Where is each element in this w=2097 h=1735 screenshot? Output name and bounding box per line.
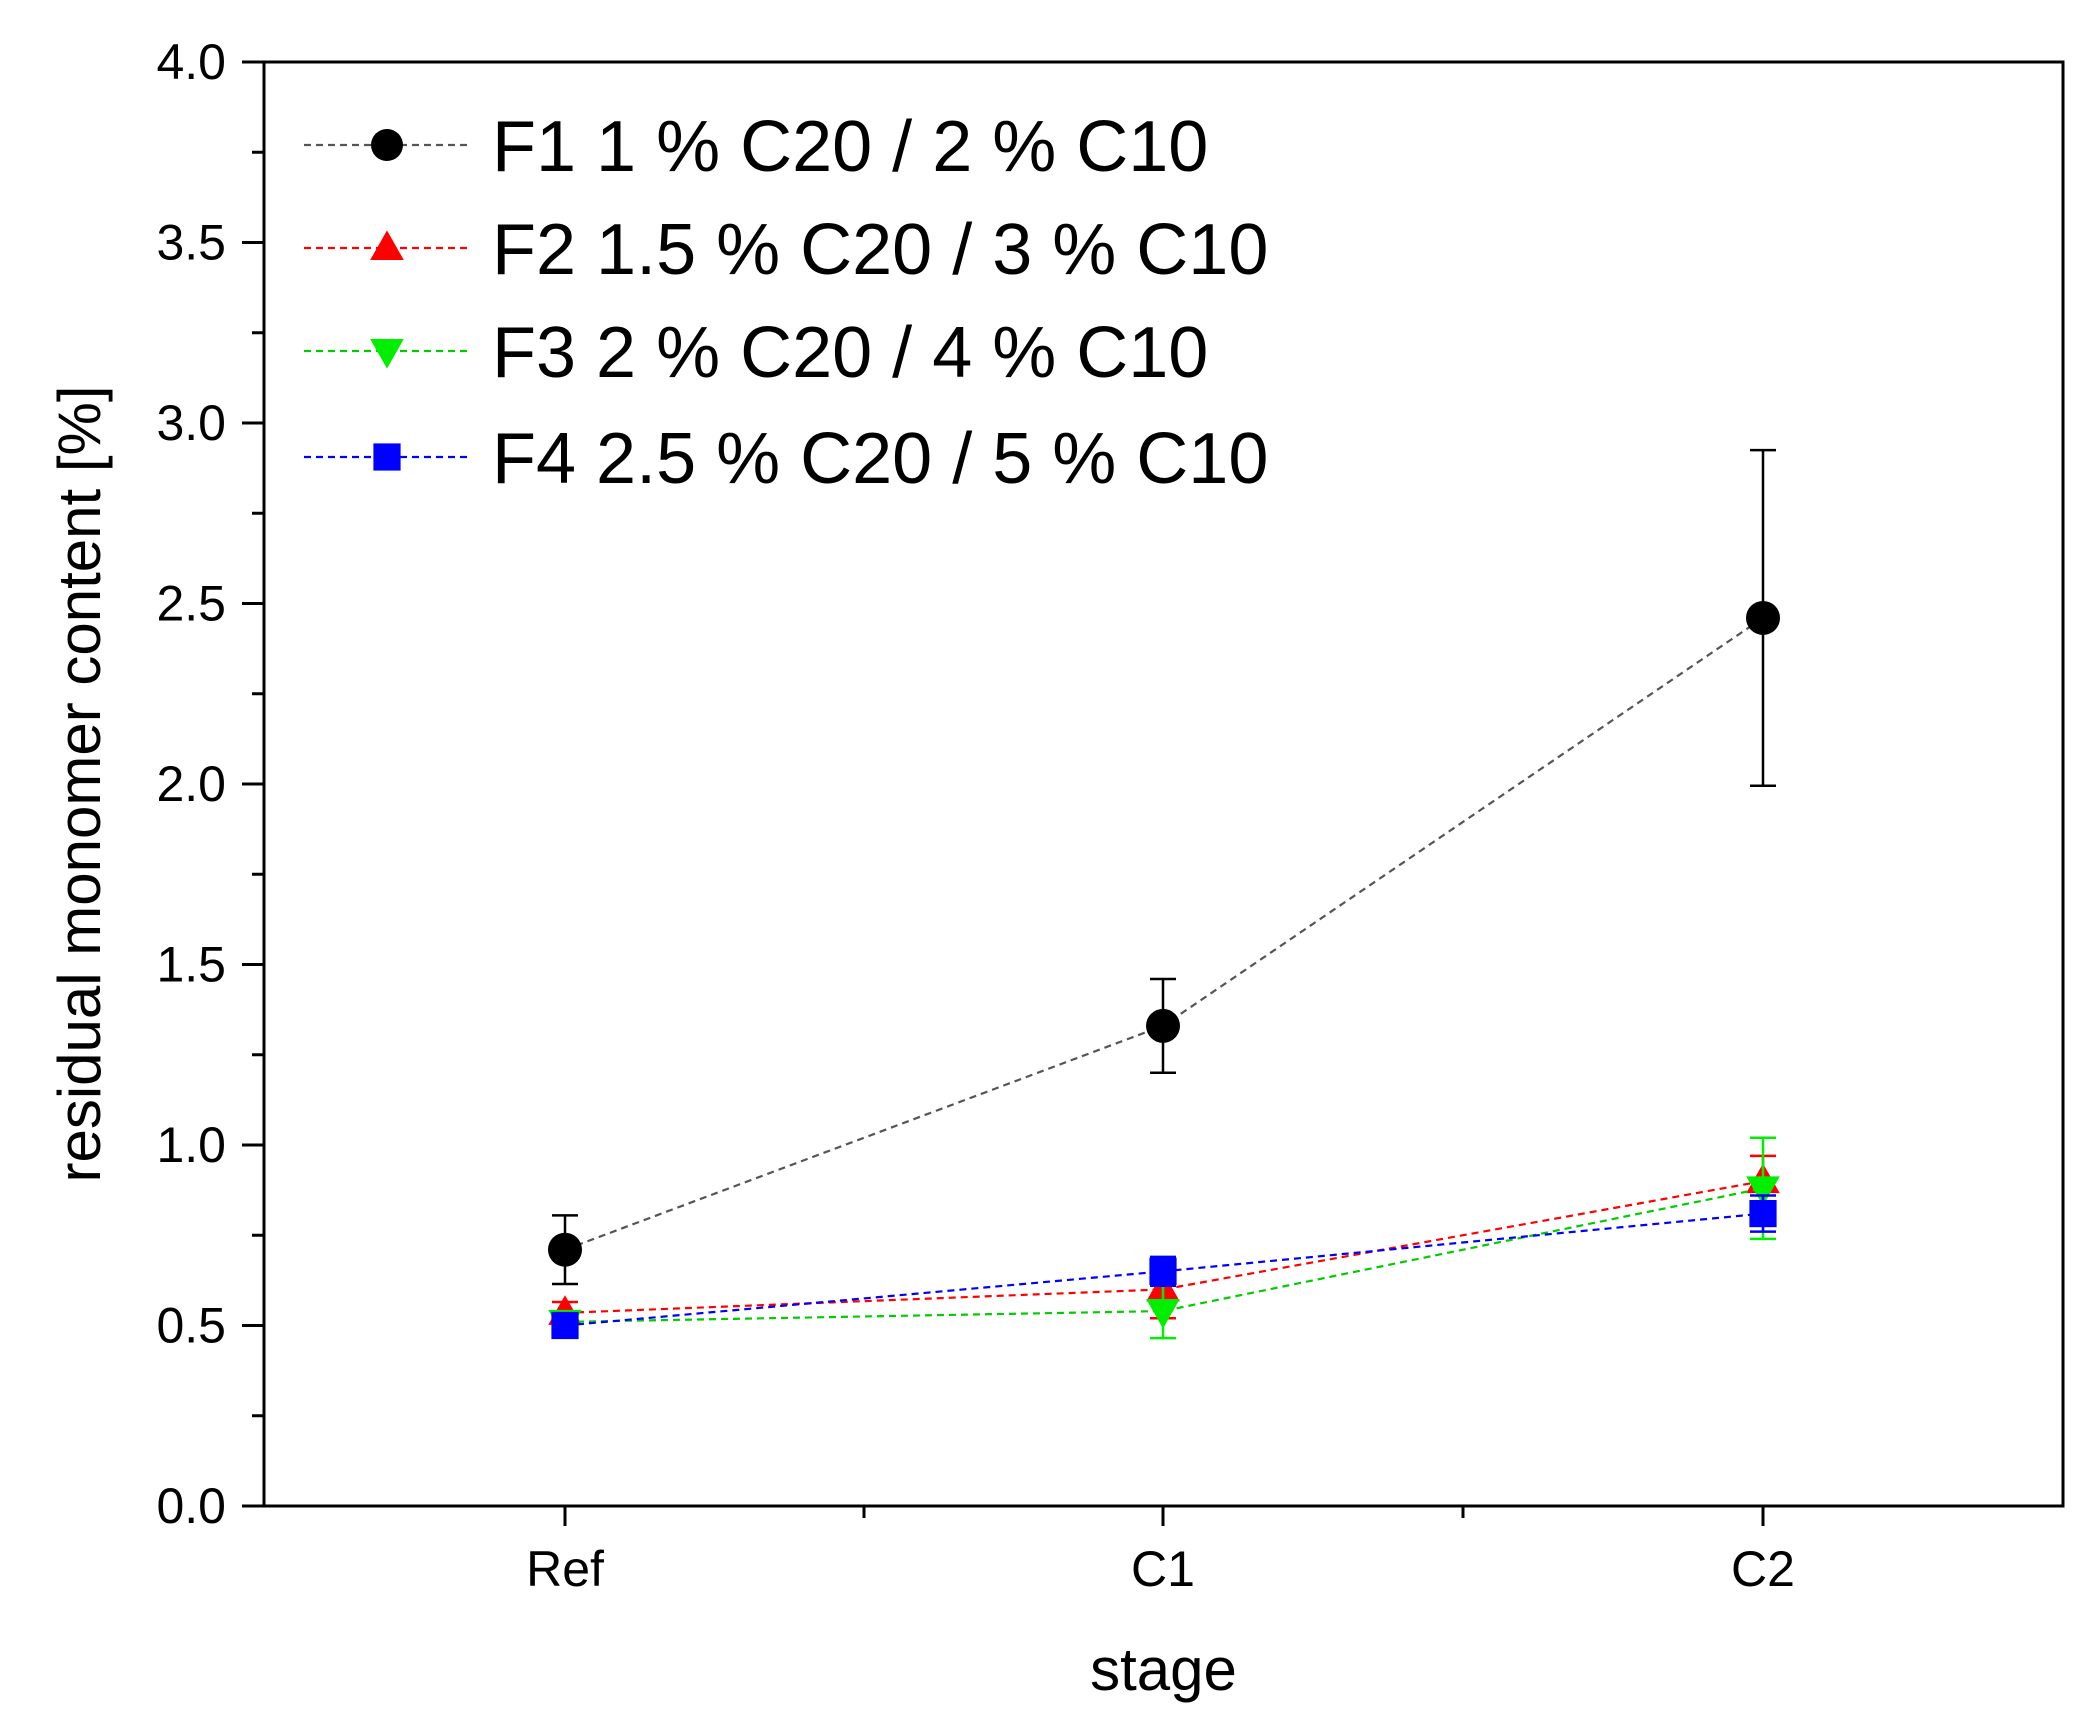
legend-label: F2 1.5 % C20 / 3 % C10 xyxy=(492,210,1268,290)
data-point xyxy=(1746,1176,1780,1206)
y-tick-label: 2.5 xyxy=(156,576,226,632)
data-point xyxy=(1146,1008,1180,1043)
plot-area: 0.0 0.5 1.0 1.5 2.0 2.5 3.0 3.5 4.0 Ref C1 C2 F1 1 %… xyxy=(156,34,2065,1597)
legend-marker xyxy=(370,339,404,369)
y-tick-label: 4.0 xyxy=(156,34,226,90)
series-line xyxy=(564,617,1764,1251)
legend-marker xyxy=(373,443,401,471)
data-point xyxy=(1749,1199,1777,1228)
legend-label: F3 2 % C20 / 4 % C10 xyxy=(492,313,1208,393)
x-tick-label: C2 xyxy=(1731,1541,1795,1597)
legend-marker xyxy=(370,230,404,260)
legend-marker xyxy=(371,129,403,161)
y-tick-label: 0.0 xyxy=(156,1478,226,1534)
data-point xyxy=(1146,1299,1180,1329)
y-axis-title: residual monomer content [%] xyxy=(46,385,113,1182)
legend-label: F4 2.5 % C20 / 5 % C10 xyxy=(492,419,1268,499)
y-tick-label: 3.5 xyxy=(156,215,226,271)
legend-label: F1 1 % C20 / 2 % C10 xyxy=(492,107,1208,187)
x-tick-label: C1 xyxy=(1131,1541,1195,1597)
y-tick-label: 2.0 xyxy=(156,756,226,812)
data-point xyxy=(1746,600,1780,635)
data-point xyxy=(548,1232,582,1267)
y-tick-label: 0.5 xyxy=(156,1298,226,1354)
y-tick-label: 3.0 xyxy=(156,395,226,451)
data-point xyxy=(1149,1257,1177,1285)
y-tick-label: 1.5 xyxy=(156,937,226,993)
x-axis-title: stage xyxy=(1090,1636,1237,1703)
data-point xyxy=(551,1311,579,1340)
y-tick-label: 1.0 xyxy=(156,1117,226,1173)
x-tick-label: Ref xyxy=(526,1541,604,1597)
